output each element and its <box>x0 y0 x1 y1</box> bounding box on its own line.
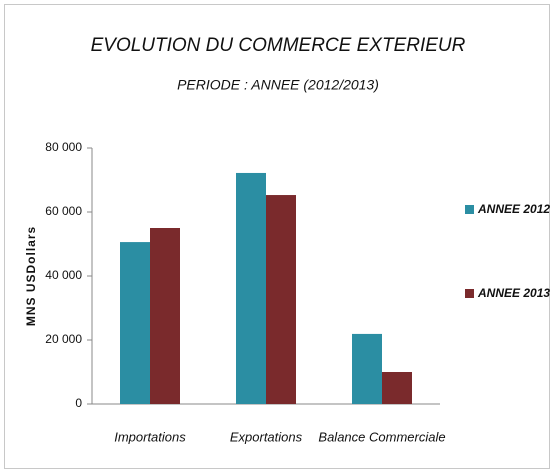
y-tick-label: 60 000 <box>45 204 82 218</box>
bar <box>236 172 266 404</box>
y-tick-label: 40 000 <box>45 268 82 282</box>
legend-label: ANNEE 2012 <box>477 202 550 216</box>
y-tick-label: 0 <box>75 396 82 410</box>
chart-title: EVOLUTION DU COMMERCE EXTERIEUR <box>91 35 466 56</box>
chart-subtitle: PERIODE : ANNEE (2012/2013) <box>177 77 379 93</box>
y-tick-label: 20 000 <box>45 332 82 346</box>
legend-label: ANNEE 2013 <box>477 286 550 300</box>
x-tick-label: Exportations <box>230 429 303 444</box>
legend-swatch <box>465 205 474 214</box>
bar <box>352 333 382 404</box>
bar <box>120 242 150 404</box>
x-tick-label: Balance Commerciale <box>318 429 445 444</box>
bar <box>150 228 180 404</box>
y-axis-label: MNS USDollars <box>24 226 38 326</box>
bar <box>382 372 412 404</box>
legend-swatch <box>465 289 474 298</box>
x-tick-label: Importations <box>114 429 186 444</box>
bar <box>266 195 296 404</box>
y-tick-label: 80 000 <box>45 140 82 154</box>
